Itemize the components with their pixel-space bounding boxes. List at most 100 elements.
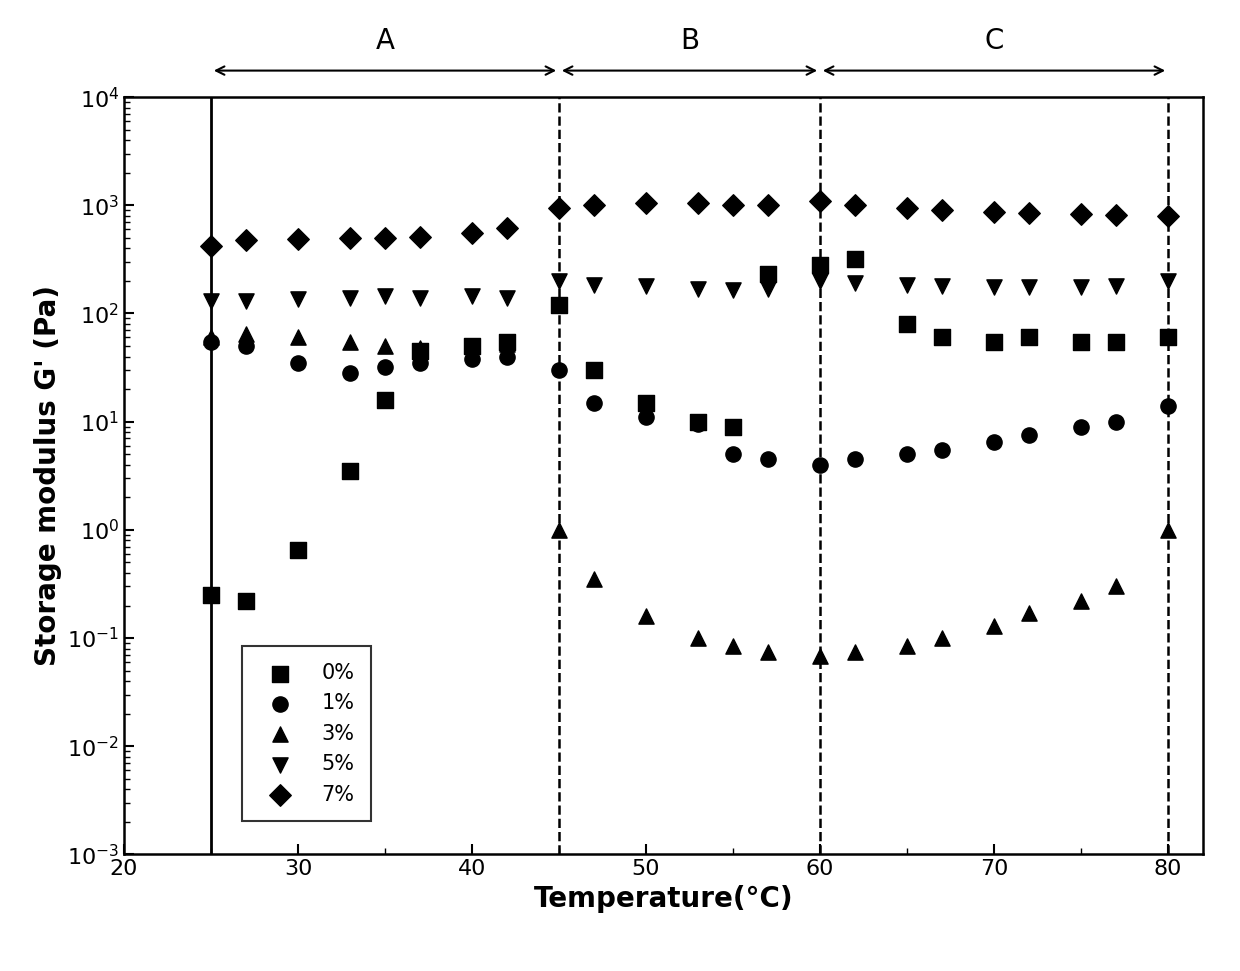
1% [288,355,308,371]
7% [288,231,308,247]
7% [932,203,952,218]
0% [636,395,656,411]
5% [410,290,430,306]
1% [236,338,255,353]
3% [688,630,708,646]
Text: B: B [680,27,699,55]
0% [374,392,394,408]
7% [1071,206,1091,221]
3% [340,334,360,350]
1% [844,452,864,467]
5% [497,290,517,306]
7% [463,224,482,240]
1% [584,395,604,411]
1% [1019,427,1039,443]
7% [1019,205,1039,220]
5% [1158,273,1178,288]
1% [636,410,656,425]
0% [985,334,1004,350]
7% [374,230,394,246]
3% [758,644,777,659]
0% [463,338,482,353]
1% [374,359,394,375]
0% [1106,334,1126,350]
5% [549,273,569,288]
0% [897,317,916,332]
7% [723,197,743,213]
3% [932,630,952,646]
7% [584,197,604,213]
0% [584,362,604,378]
0% [549,297,569,313]
0% [1019,330,1039,346]
X-axis label: Temperature(°C): Temperature(°C) [533,885,794,913]
3% [1019,605,1039,620]
0% [410,343,430,358]
5% [897,277,916,292]
7% [688,195,708,211]
1% [688,417,708,432]
3% [584,572,604,587]
3% [1158,522,1178,538]
5% [758,281,777,296]
5% [844,276,864,291]
7% [810,193,830,209]
3% [1106,579,1126,594]
5% [288,291,308,307]
1% [758,452,777,467]
1% [497,349,517,364]
5% [688,281,708,296]
0% [236,593,255,609]
5% [236,293,255,309]
0% [844,251,864,267]
5% [1106,278,1126,293]
1% [1071,419,1091,434]
3% [844,644,864,659]
1% [201,334,221,350]
5% [201,293,221,309]
0% [201,587,221,603]
0% [1158,330,1178,346]
1% [463,352,482,367]
3% [374,338,394,353]
3% [636,608,656,623]
7% [201,238,221,253]
7% [340,230,360,246]
7% [236,232,255,248]
Y-axis label: Storage modulus G' (Pa): Storage modulus G' (Pa) [33,285,62,666]
7% [549,200,569,216]
3% [985,618,1004,633]
7% [636,195,656,211]
7% [897,200,916,216]
5% [340,290,360,306]
7% [844,197,864,213]
3% [201,330,221,346]
3% [897,638,916,653]
5% [1071,280,1091,295]
3% [463,338,482,353]
1% [810,457,830,473]
3% [497,337,517,352]
7% [1106,207,1126,222]
0% [723,419,743,434]
7% [410,229,430,245]
0% [340,463,360,479]
5% [584,277,604,292]
1% [410,355,430,371]
1% [985,434,1004,450]
3% [236,326,255,342]
5% [723,283,743,298]
3% [723,638,743,653]
1% [932,442,952,457]
7% [985,204,1004,219]
1% [549,362,569,378]
5% [1019,280,1039,295]
3% [810,649,830,664]
5% [985,280,1004,295]
5% [932,278,952,293]
0% [1071,334,1091,350]
3% [1071,593,1091,609]
7% [497,220,517,236]
7% [758,197,777,213]
Text: A: A [376,27,394,55]
